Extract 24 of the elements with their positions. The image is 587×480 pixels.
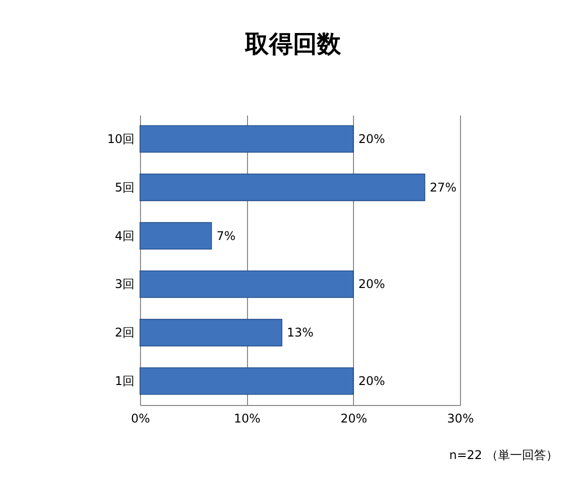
bar xyxy=(140,125,354,153)
chart-title: 取得回数 xyxy=(244,30,342,58)
data-label: 7% xyxy=(216,228,236,243)
bar xyxy=(140,222,212,250)
bar xyxy=(140,367,354,395)
data-label: 13% xyxy=(286,326,314,340)
data-label: 20% xyxy=(358,132,386,146)
x-tick-label: 0% xyxy=(130,412,150,426)
y-tick-label: 5回 xyxy=(114,180,134,194)
text: n=22 （単一回答） xyxy=(449,448,558,462)
y-tick-label: 4回 xyxy=(114,228,134,243)
y-tick-label: 10回 xyxy=(107,132,134,146)
bar xyxy=(140,318,282,346)
data-label: 27% xyxy=(430,180,456,194)
x-tick-label: 10% xyxy=(234,412,261,426)
bar xyxy=(140,174,426,202)
y-tick-label: 1回 xyxy=(114,374,134,388)
y-tick-label: 3回 xyxy=(114,277,134,292)
y-tick-label: 2回 xyxy=(114,326,134,340)
x-tick-label: 20% xyxy=(340,412,368,426)
bar xyxy=(140,270,354,298)
data-label: 20% xyxy=(358,374,386,388)
x-tick-label: 30% xyxy=(447,412,474,426)
data-label: 20% xyxy=(358,277,386,292)
